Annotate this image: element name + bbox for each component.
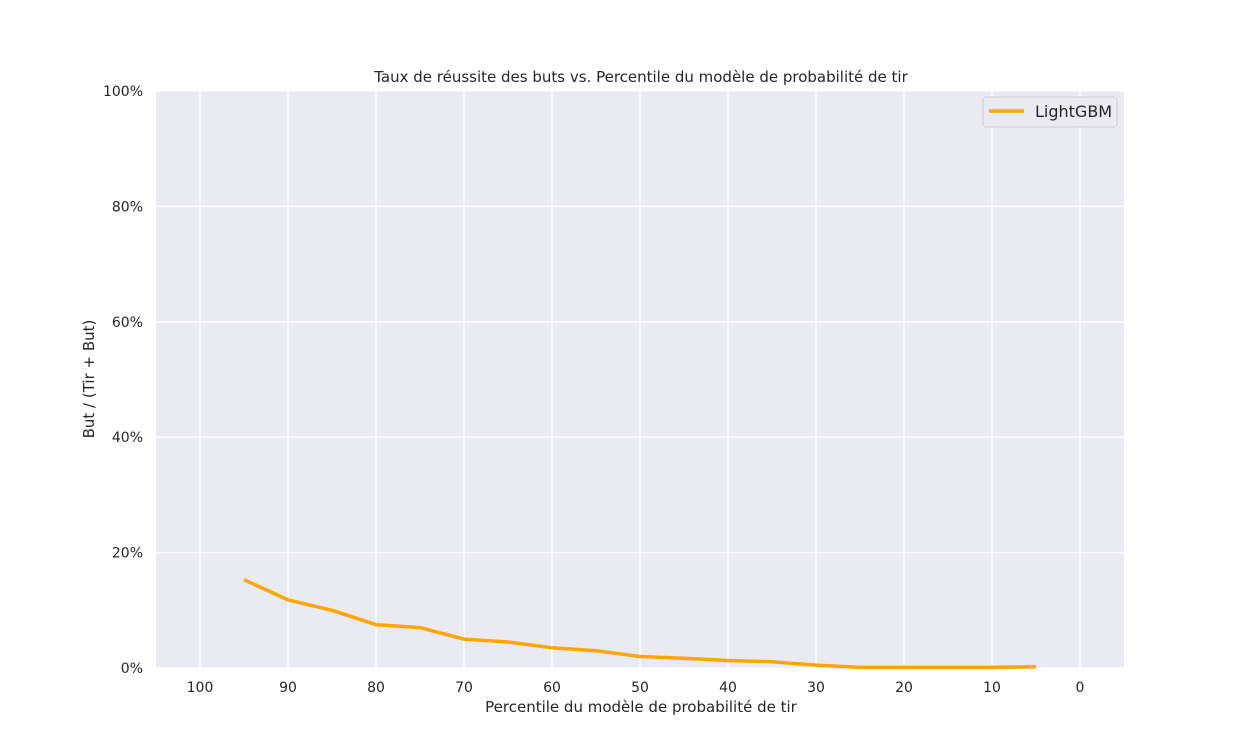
x-tick-label: 50: [631, 680, 649, 696]
x-tick-label: 100: [187, 680, 214, 696]
x-tick-label: 80: [367, 680, 385, 696]
y-tick-label: 40%: [112, 430, 143, 446]
legend: LightGBM: [982, 96, 1118, 128]
chart-title: Taux de réussite des buts vs. Percentile…: [373, 68, 908, 86]
tick-labels: 100 90 80 70 60 50 40 30 20 10 00%20%40%60%80%100%: [103, 84, 1084, 696]
y-tick-label: 0%: [121, 661, 143, 677]
y-tick-label: 80%: [112, 199, 143, 215]
x-tick-label: 0: [1076, 680, 1085, 696]
y-axis-label: But / (Tir + But): [80, 320, 98, 439]
x-tick-label: 40: [719, 680, 737, 696]
y-tick-label: 100%: [103, 84, 143, 100]
series-layer: [243, 578, 1037, 670]
series-line-lightgbm: [243, 578, 1037, 670]
y-tick-label: 20%: [112, 546, 143, 562]
grid: [156, 90, 1124, 669]
legend-box: [982, 96, 1118, 128]
x-tick-label: 90: [279, 680, 297, 696]
y-tick-label: 60%: [112, 315, 143, 331]
x-axis-label: Percentile du modèle de probabilité de t…: [485, 698, 798, 716]
x-tick-label: 60: [543, 680, 561, 696]
x-tick-label: 70: [455, 680, 473, 696]
x-tick-label: 10: [983, 680, 1001, 696]
x-tick-label: 20: [895, 680, 913, 696]
x-tick-label: 30: [807, 680, 825, 696]
legend-label-lightgbm: LightGBM: [1035, 102, 1112, 121]
